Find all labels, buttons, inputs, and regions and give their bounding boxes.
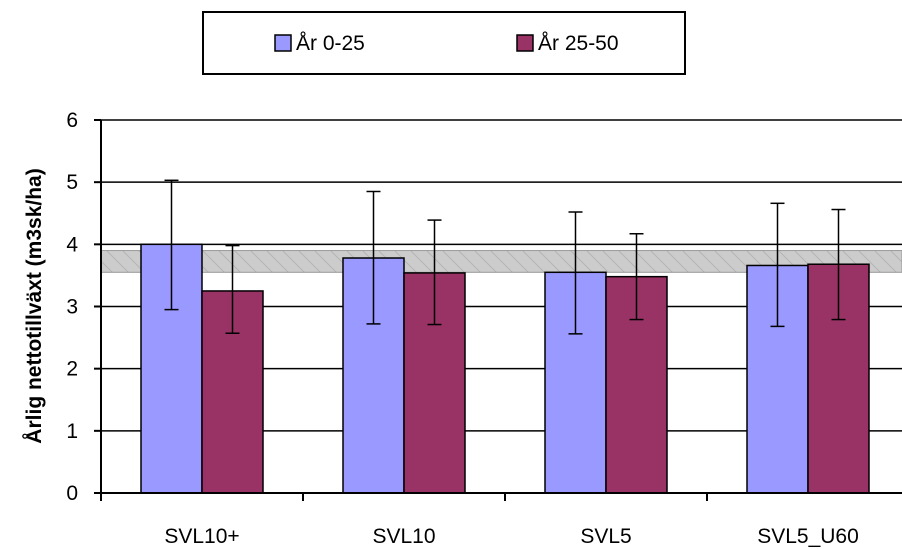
error-bar-svl10-r-25-50 [427, 219, 442, 326]
x-category-label-svl5-u60: SVL5_U60 [757, 525, 859, 548]
error-bar-svl10-r-0-25 [366, 190, 381, 325]
x-category-label-svl10: SVL10+ [164, 525, 239, 548]
y-tick-label-6: 6 [66, 109, 78, 132]
axes [94, 119, 902, 501]
x-category-label-svl10: SVL10 [372, 525, 435, 548]
error-bar-svl5-r-25-50 [629, 233, 644, 321]
y-tick-label-3: 3 [66, 296, 78, 319]
error-bar-svl10-r-25-50 [225, 244, 240, 334]
y-tick-labels: 0 1 2 3 4 5 6 [66, 109, 78, 505]
y-tick-label-2: 2 [66, 358, 78, 381]
y-tick-label-4: 4 [66, 233, 78, 256]
legend-label-ar-25-50: År 25-50 [538, 32, 619, 55]
legend-label-ar-0-25: År 0-25 [296, 32, 365, 55]
error-bars [164, 179, 846, 335]
y-tick-label-1: 1 [66, 420, 78, 443]
y-tick-label-5: 5 [66, 171, 78, 194]
y-axis-title: Årlig nettotillväxt (m3sk/ha) [22, 168, 46, 443]
error-bar-svl10-r-0-25 [164, 179, 179, 311]
error-bar-svl5-u60-r-0-25 [770, 202, 785, 328]
x-category-label-svl5: SVL5 [580, 525, 631, 548]
legend-swatch-ar-25-50 [516, 34, 534, 52]
error-bar-svl5-r-0-25 [568, 211, 583, 335]
error-bar-svl5-u60-r-25-50 [831, 208, 846, 321]
x-category-labels: SVL10+ SVL10 SVL5 SVL5_U60 [164, 525, 858, 548]
legend: År 0-25 År 25-50 [202, 11, 686, 75]
legend-swatch-ar-0-25 [274, 34, 292, 52]
y-tick-label-0: 0 [66, 482, 78, 505]
